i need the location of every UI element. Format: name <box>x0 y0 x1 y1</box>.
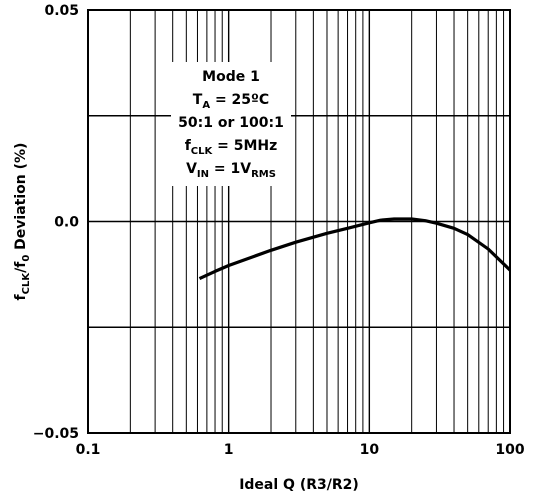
x-tick-label: 0.1 <box>76 442 101 458</box>
x-tick-label: 10 <box>360 442 380 458</box>
annotation-line: Mode 1 <box>202 69 260 85</box>
x-axis-title: Ideal Q (R3/R2) <box>239 477 359 493</box>
y-tick-label: 0.0 <box>54 215 79 231</box>
y-tick-label: 0.05 <box>44 3 79 19</box>
series-line <box>198 217 512 281</box>
annotation-line: fCLK = 5MHz <box>185 138 278 157</box>
annotation-line: 50:1 or 100:1 <box>178 115 284 131</box>
annotation-line: TA = 25ºC <box>193 92 269 111</box>
y-tick-label: −0.05 <box>33 426 79 442</box>
plot-frame <box>87 9 511 434</box>
y-axis-title: fCLK/f0 Deviation (%) <box>13 143 32 301</box>
annotation-line: VIN = 1VRMS <box>186 161 276 180</box>
annotation-box <box>171 62 291 186</box>
x-tick-label: 100 <box>495 442 524 458</box>
x-tick-label: 1 <box>224 442 234 458</box>
